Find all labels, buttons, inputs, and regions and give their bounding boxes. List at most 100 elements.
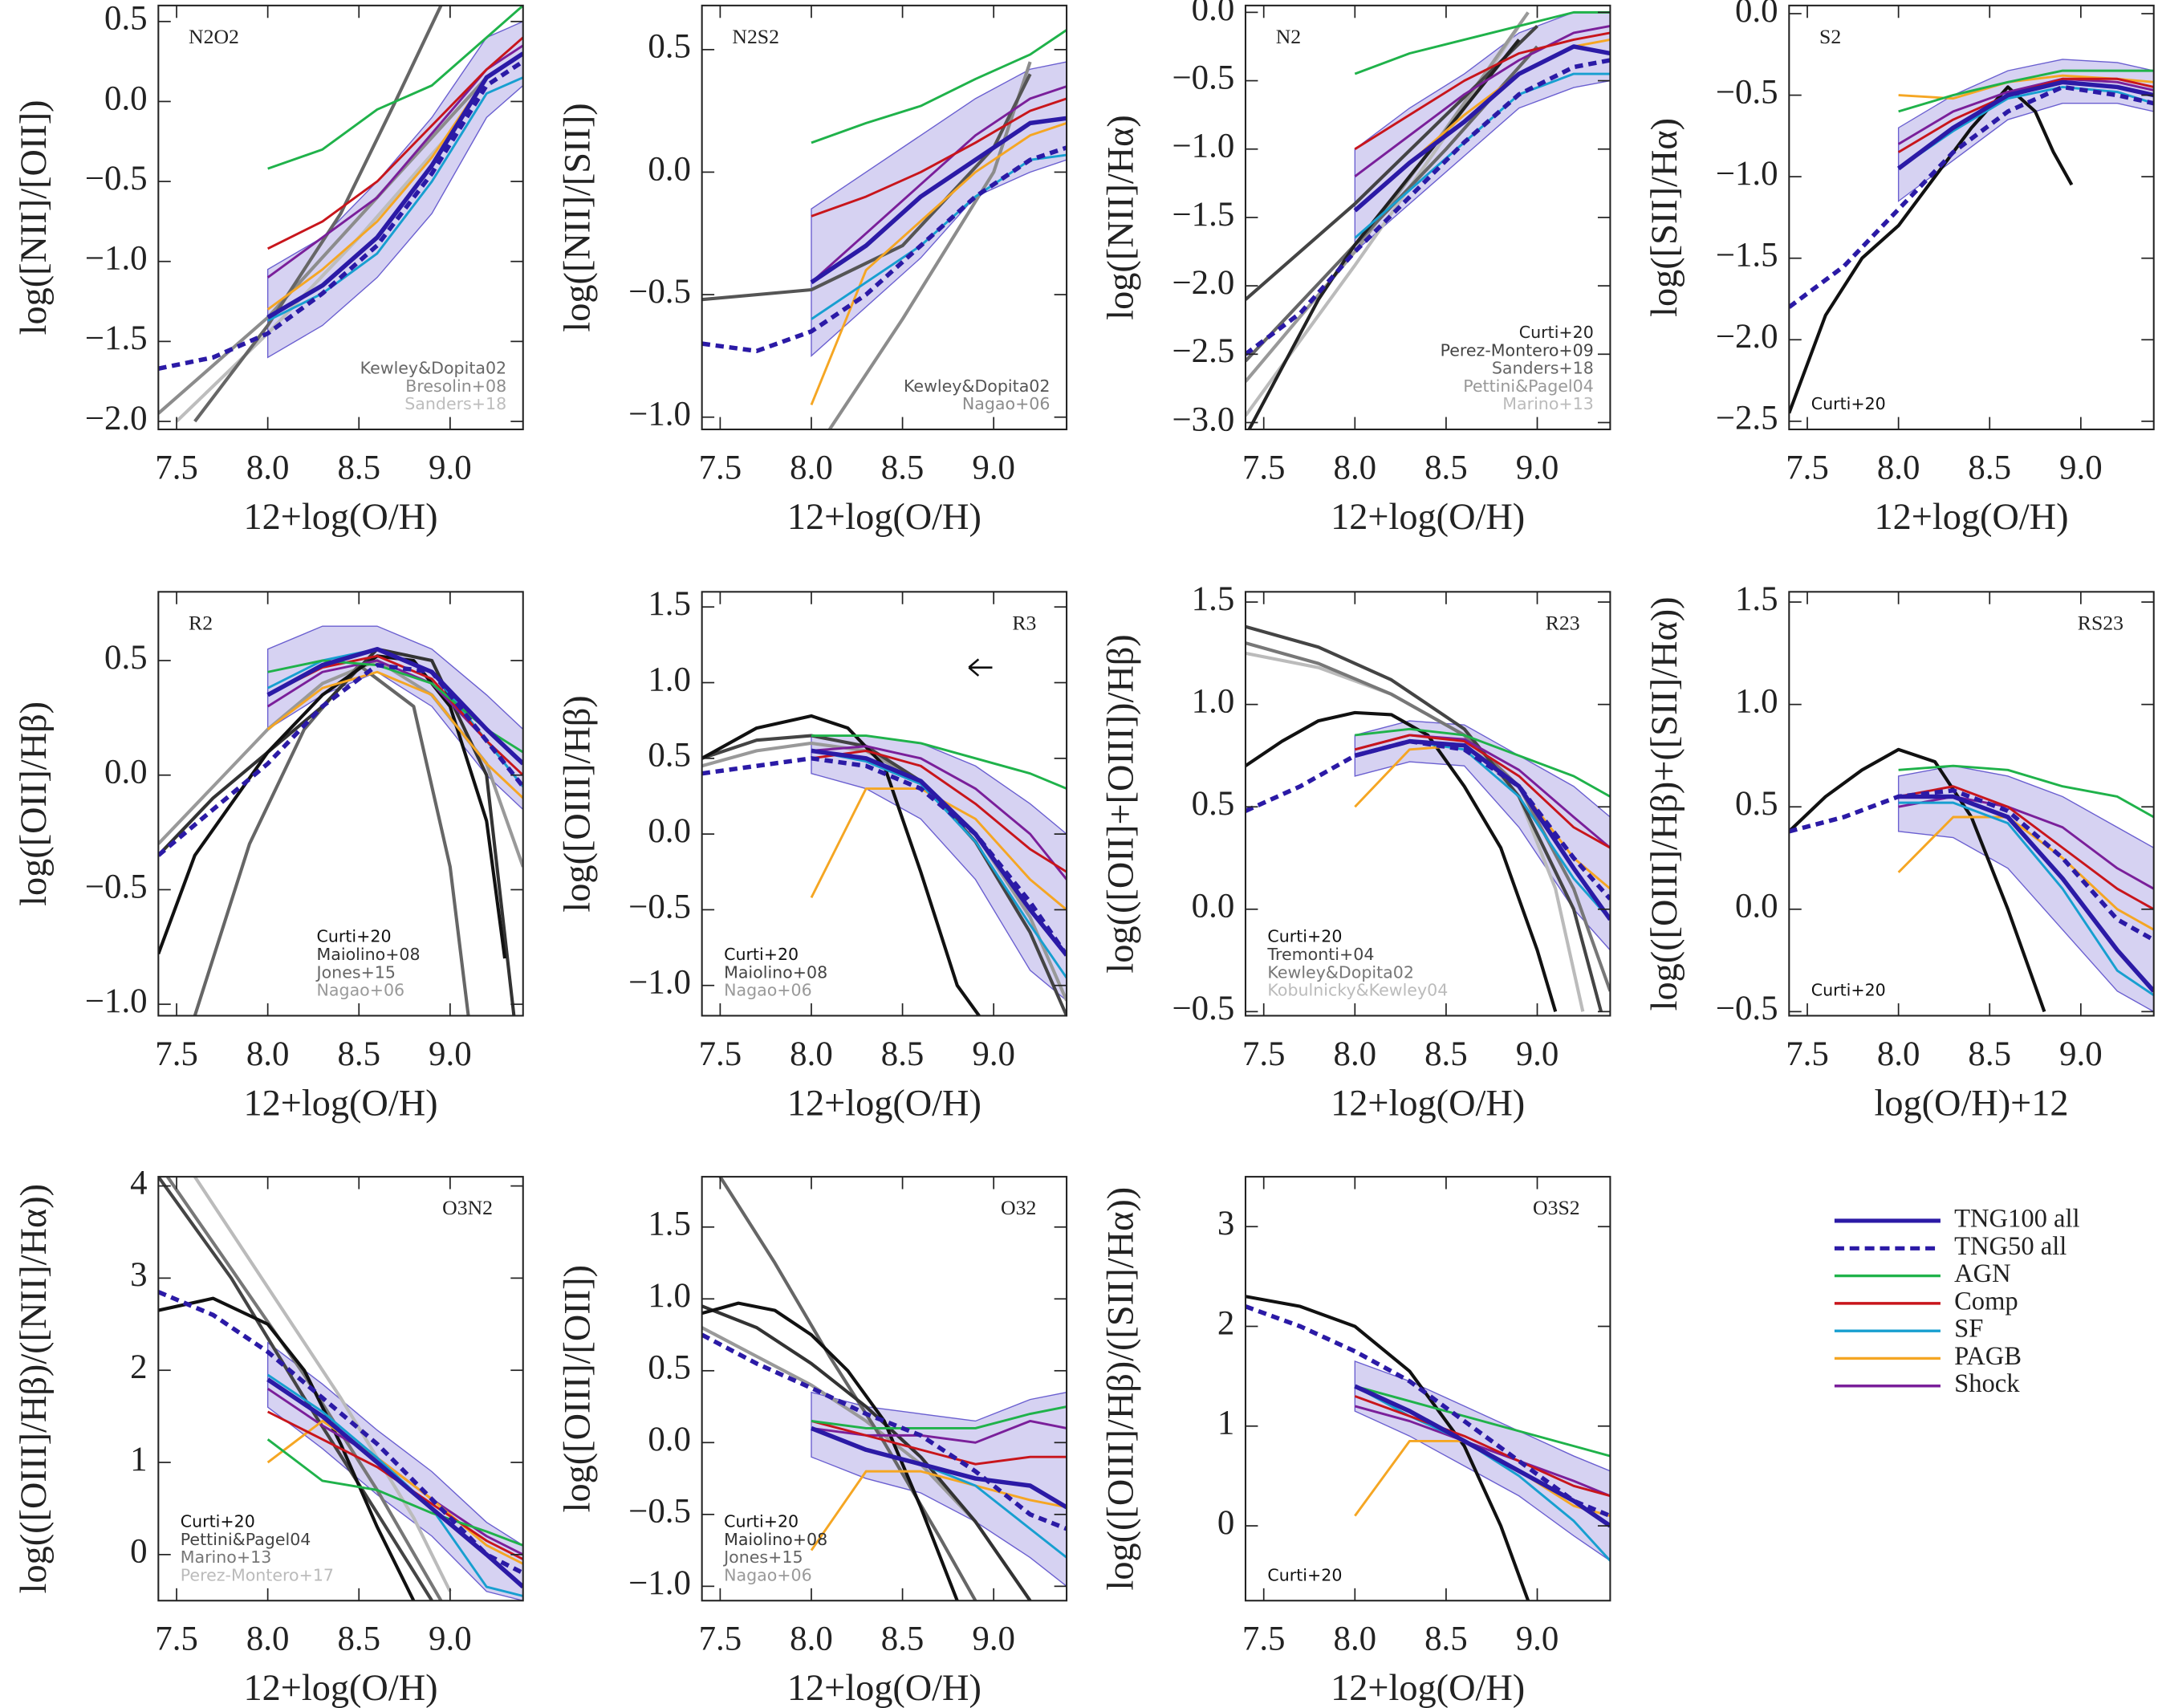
- y-tick-label: 0.0: [648, 812, 691, 850]
- x-tick-label: 7.5: [699, 449, 742, 486]
- x-tick-label: 9.0: [429, 1621, 472, 1658]
- panel-label: N2O2: [189, 25, 239, 48]
- plot-area: [158, 1177, 523, 1601]
- series-line: [1898, 801, 2154, 997]
- plot-frame: [157, 591, 524, 1017]
- series-line: [811, 29, 1067, 144]
- calibration-line: [158, 76, 488, 415]
- x-tick-label: 8.5: [881, 1035, 925, 1073]
- y-axis-label: log([OIII]/[OII]): [557, 1265, 598, 1512]
- series-line: [701, 756, 1067, 957]
- plot-area: [1245, 10, 1611, 430]
- x-tick-label: 8.5: [337, 1621, 380, 1658]
- calibration-name: Kobulnicky&Kewley04: [1267, 981, 1448, 1000]
- panel-label: R3: [1012, 611, 1036, 634]
- y-tick-label: −0.5: [1716, 73, 1778, 111]
- calibration-name: Curti+20: [724, 945, 799, 964]
- plot-frame: [157, 4, 524, 431]
- panel-label: R23: [1546, 611, 1580, 634]
- y-tick-label: 1.5: [1192, 580, 1235, 618]
- series-line: [266, 646, 523, 766]
- y-tick-label: −2.0: [1172, 264, 1235, 302]
- x-tick-label: 9.0: [429, 1035, 472, 1073]
- y-tick-label: 1.0: [648, 661, 691, 698]
- y-tick-label: 0.5: [104, 639, 148, 677]
- y-axis-label: log(([OII]+[OIII])/Hβ): [1101, 634, 1142, 973]
- series-line: [1789, 84, 2154, 309]
- panel: 7.5 8.0 8.5 9.0 −1.0 −0.5 0.0 0.5 12+log(O/H) log…: [14, 591, 524, 1124]
- x-tick-label: 9.0: [2059, 449, 2103, 486]
- x-tick-label: 7.5: [699, 1035, 742, 1073]
- calibration-line: [1789, 747, 2046, 1013]
- series-line: [1789, 788, 2154, 942]
- series-line: [1353, 44, 1611, 213]
- y-tick-label: 1.5: [1735, 580, 1778, 618]
- x-tick-label: 9.0: [2059, 1035, 2103, 1073]
- y-tick-label: 0.0: [1192, 888, 1235, 925]
- calibration-name: Perez-Montero+17: [181, 1565, 334, 1584]
- x-tick-label: 9.0: [429, 449, 472, 486]
- plot-frame: [1788, 4, 2155, 431]
- y-tick-label: −1.0: [1172, 128, 1235, 165]
- x-tick-label: 7.5: [155, 449, 198, 486]
- panel-label: O32: [1001, 1196, 1036, 1219]
- calibration-name: Curti+20: [1267, 1565, 1342, 1584]
- y-tick-label: −0.5: [1716, 990, 1778, 1027]
- series-line: [1898, 794, 2154, 993]
- plot-area: [701, 1177, 1067, 1601]
- calibration-line: [827, 61, 1032, 430]
- series-line: [810, 116, 1067, 285]
- calibration-line: [1245, 1295, 1530, 1601]
- plot-frame: [1244, 591, 1611, 1017]
- x-axis-label: 12+log(O/H): [244, 1668, 438, 1708]
- x-tick-label: 9.0: [1516, 449, 1559, 486]
- x-tick-label: 8.0: [1877, 449, 1920, 486]
- legend-label: PAGB: [1954, 1342, 2022, 1371]
- y-axis-label: log(([OIII]/Hβ)/([NII]/Hα)): [14, 1184, 55, 1593]
- x-tick-label: 8.5: [1424, 1621, 1468, 1658]
- calibration-line: [158, 1296, 416, 1601]
- series-line: [811, 1420, 1067, 1466]
- calibration-name: Marino+13: [1502, 394, 1594, 413]
- arrow-annotation: [968, 658, 993, 677]
- x-axis-label: 12+log(O/H): [787, 497, 981, 538]
- panel: 7.5 8.0 8.5 9.0 −2.5 −2.0 −1.5 −1.0 −0.5 0.0 12+lo…: [1644, 0, 2155, 538]
- series-line: [1896, 79, 2154, 171]
- series-line: [267, 5, 523, 170]
- calibration-line: [175, 132, 452, 423]
- calibration-line: [1245, 624, 1603, 1012]
- x-tick-label: 8.0: [790, 449, 833, 486]
- y-tick-label: −0.5: [1172, 990, 1235, 1027]
- series-line: [1354, 1385, 1611, 1458]
- calibration-name: Curti+20: [1811, 981, 1886, 1000]
- y-tick-label: −1.0: [628, 1564, 691, 1602]
- panel: 7.5 8.0 8.5 9.0 −0.5 0.0 0.5 1.0 1.5 12+log(O/H) l…: [1101, 580, 1611, 1124]
- y-axis-label: log([NII]/[SII]): [557, 103, 598, 331]
- y-axis-label: log(([OIII]/Hβ)+([SII]/Hα)): [1644, 596, 1685, 1011]
- x-tick-label: 8.0: [246, 1621, 290, 1658]
- x-tick-label: 8.5: [1968, 1035, 2011, 1073]
- calibration-line: [701, 734, 1067, 1016]
- y-tick-label: 0.0: [104, 754, 148, 791]
- series-line: [810, 1470, 1067, 1551]
- y-tick-label: 2: [1217, 1304, 1234, 1342]
- panel-label: O3S2: [1533, 1196, 1580, 1219]
- calibration-line: [1247, 39, 1521, 430]
- legend-label: AGN: [1954, 1259, 2011, 1288]
- series-line: [810, 122, 1067, 406]
- x-tick-label: 8.0: [1334, 449, 1377, 486]
- y-tick-label: 0.5: [104, 0, 148, 38]
- calibration-name: Curti+20: [317, 927, 392, 946]
- legend-label: Comp: [1954, 1287, 2018, 1316]
- y-tick-label: 1.0: [648, 1277, 691, 1315]
- y-tick-label: 1.0: [1735, 683, 1778, 721]
- x-tick-label: 7.5: [155, 1035, 198, 1073]
- plot-area: [1245, 1295, 1611, 1601]
- series-line: [811, 1405, 1067, 1429]
- series-line: [1897, 77, 2154, 145]
- y-axis-label: log([NII]/[OII]): [14, 100, 55, 335]
- x-tick-label: 9.0: [1516, 1035, 1559, 1073]
- x-tick-label: 8.5: [1424, 449, 1468, 486]
